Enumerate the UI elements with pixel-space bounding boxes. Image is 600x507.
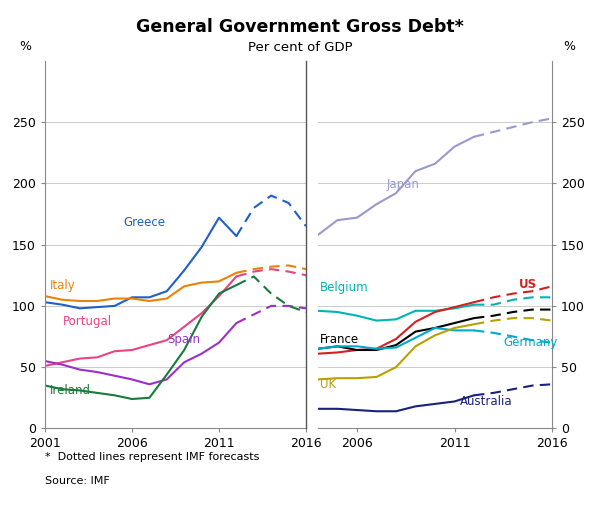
Text: Per cent of GDP: Per cent of GDP (248, 41, 352, 54)
Text: Japan: Japan (386, 178, 419, 191)
Text: Germany: Germany (503, 336, 557, 349)
Text: France: France (320, 333, 359, 346)
Text: UK: UK (320, 378, 336, 391)
Text: Belgium: Belgium (320, 281, 368, 294)
Text: %: % (19, 41, 31, 53)
Text: Greece: Greece (123, 216, 165, 229)
Text: Australia: Australia (460, 395, 513, 408)
Text: General Government Gross Debt*: General Government Gross Debt* (136, 18, 464, 36)
Text: Source: IMF: Source: IMF (45, 476, 110, 486)
Text: Italy: Italy (50, 279, 76, 292)
Text: US: US (519, 277, 537, 291)
Text: Ireland: Ireland (50, 384, 91, 397)
Text: *  Dotted lines represent IMF forecasts: * Dotted lines represent IMF forecasts (45, 452, 259, 462)
Text: Portugal: Portugal (62, 315, 112, 329)
Text: Spain: Spain (167, 333, 200, 346)
Text: %: % (563, 41, 575, 53)
